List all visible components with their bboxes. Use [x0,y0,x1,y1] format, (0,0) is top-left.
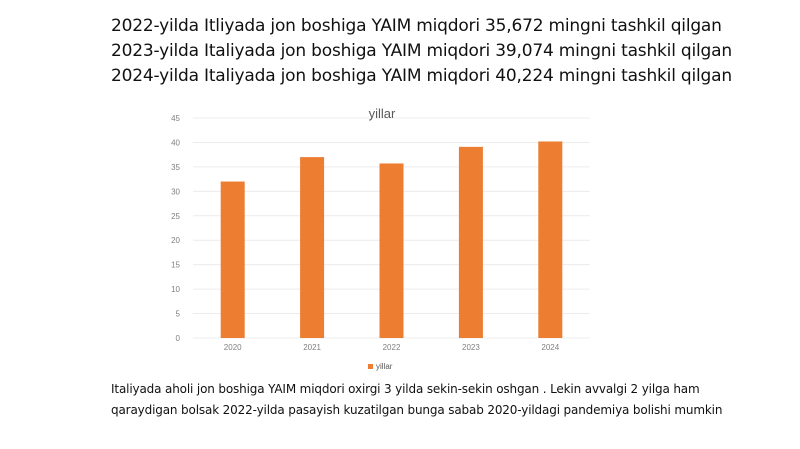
y-tick-label: 5 [176,310,181,319]
bar-2020 [220,181,245,338]
x-tick-label: 2020 [224,343,242,352]
x-tick-label: 2023 [462,343,480,352]
y-tick-label: 30 [171,187,180,196]
y-tick-label: 35 [171,163,180,172]
legend-label: yillar [376,362,393,371]
y-tick-label: 10 [171,285,180,294]
heading-line-2: 2023-yilda Italiyada jon boshiga YAIM mi… [111,41,732,61]
y-tick-label: 45 [171,114,180,123]
y-tick-label: 40 [171,138,180,147]
legend-swatch [368,364,373,369]
bar-2021 [300,157,325,338]
note-line-1: Italiyada aholi jon boshiga YAIM miqdori… [111,382,700,396]
bar-2024 [538,141,563,338]
heading-text: 2022-yilda Itliyada jon boshiga YAIM miq… [111,14,791,89]
chart-legend: yillar [368,362,392,371]
bar-2022 [379,163,404,338]
bar-chart: 0 5 10 15 20 25 30 35 40 45 2020 2021 2022 2023 2024 y… [150,100,600,380]
note-line-2: qaraydigan bolsak 2022-yilda pasayish ku… [111,403,723,417]
y-tick-label: 20 [171,236,180,245]
y-tick-label: 25 [171,212,180,221]
y-tick-label: 0 [176,334,181,343]
chart-canvas: 0 5 10 15 20 25 30 35 40 45 2020 2021 2022 2023 2024 [171,114,590,352]
x-tick-label: 2024 [541,343,559,352]
chart-title: yillar [368,106,396,121]
x-tick-label: 2022 [383,343,401,352]
analysis-note: Italiyada aholi jon boshiga YAIM miqdori… [111,379,791,421]
x-tick-label: 2021 [303,343,321,352]
heading-line-1: 2022-yilda Itliyada jon boshiga YAIM miq… [111,16,722,36]
y-tick-label: 15 [171,261,180,270]
bar-2023 [458,146,483,338]
heading-line-3: 2024-yilda Italiyada jon boshiga YAIM mi… [111,66,732,86]
